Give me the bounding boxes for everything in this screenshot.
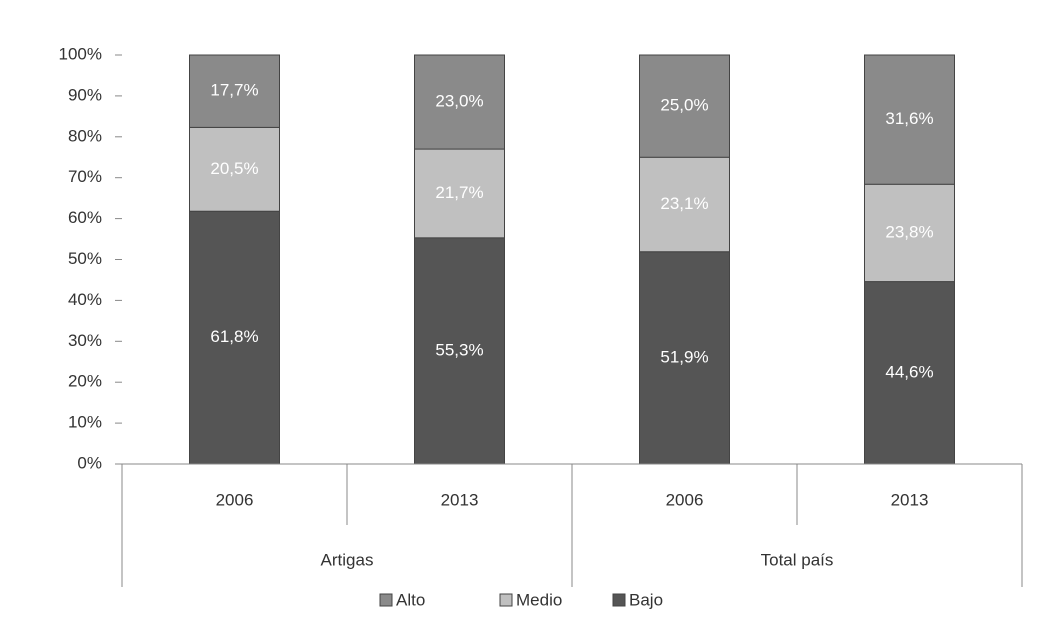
- bar-segment: [864, 281, 955, 465]
- bar-segment: [414, 148, 505, 239]
- legend-swatch: [379, 593, 393, 607]
- bar-segment: [639, 251, 730, 465]
- y-tick-label: 100%: [59, 44, 102, 63]
- data-label: 23,1%: [660, 194, 708, 213]
- bar-segment: [189, 126, 280, 212]
- bar-segment: [864, 54, 955, 185]
- y-tick-label: 80%: [68, 126, 102, 145]
- x-tick-label: 2006: [666, 490, 704, 509]
- data-label: 23,0%: [435, 92, 483, 111]
- data-label: 55,3%: [435, 340, 483, 359]
- y-tick-label: 70%: [68, 167, 102, 186]
- data-label: 61,8%: [210, 327, 258, 346]
- y-tick-label: 90%: [68, 85, 102, 104]
- y-tick-label: 30%: [68, 331, 102, 350]
- bar-segment: [189, 210, 280, 465]
- y-tick-label: 50%: [68, 249, 102, 268]
- y-tick-label: 20%: [68, 372, 102, 391]
- data-label: 17,7%: [210, 81, 258, 100]
- y-tick-label: 40%: [68, 290, 102, 309]
- data-label: 51,9%: [660, 347, 708, 366]
- bar-segment: [639, 54, 730, 158]
- group-label: Total país: [761, 550, 834, 569]
- legend-label: Medio: [516, 590, 562, 609]
- legend-label: Bajo: [629, 590, 663, 609]
- bar-segment: [414, 54, 505, 150]
- legend-label: Alto: [396, 590, 425, 609]
- y-tick-label: 10%: [68, 413, 102, 432]
- data-label: 25,0%: [660, 96, 708, 115]
- data-label: 20,5%: [210, 159, 258, 178]
- y-tick-label: 0%: [77, 453, 102, 472]
- x-tick-label: 2013: [891, 490, 929, 509]
- data-label: 44,6%: [885, 362, 933, 381]
- y-tick-label: 60%: [68, 208, 102, 227]
- x-tick-label: 2006: [216, 490, 254, 509]
- bar-segment: [414, 237, 505, 465]
- legend-swatch: [499, 593, 513, 607]
- data-label: 23,8%: [885, 222, 933, 241]
- x-tick-label: 2013: [441, 490, 479, 509]
- group-label: Artigas: [321, 550, 374, 569]
- bar-segment: [639, 156, 730, 253]
- data-label: 21,7%: [435, 183, 483, 202]
- bar-segment: [189, 54, 280, 128]
- data-label: 31,6%: [885, 109, 933, 128]
- legend-swatch: [612, 593, 626, 607]
